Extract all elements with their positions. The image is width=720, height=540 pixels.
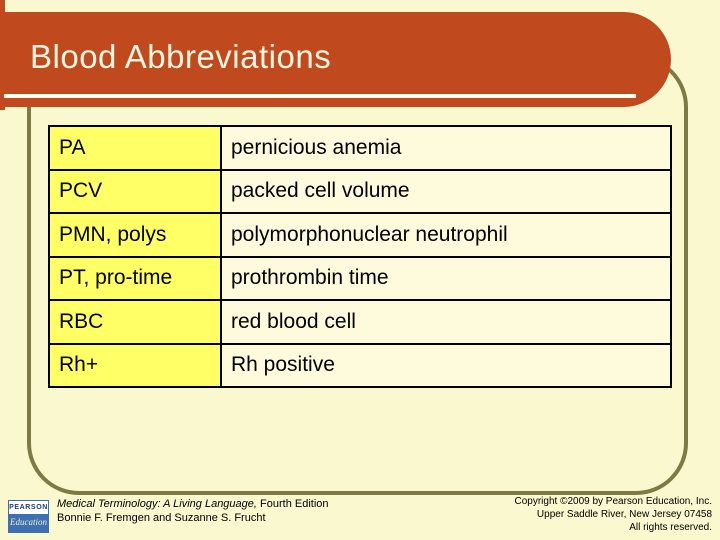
book-authors: Bonnie F. Fremgen and Suzanne S. Frucht — [57, 511, 266, 524]
abbr-cell: PT, pro-time — [50, 257, 222, 299]
meaning-cell: Rh positive — [222, 344, 670, 386]
left-edge-accent — [0, 0, 5, 110]
book-info: Medical Terminology: A Living Language, … — [57, 498, 329, 525]
abbr-cell: PCV — [50, 170, 222, 212]
copyright-line-2: Upper Saddle River, New Jersey 07458 — [536, 509, 712, 520]
meaning-cell: prothrombin time — [222, 257, 670, 299]
meaning-cell: packed cell volume — [222, 170, 670, 212]
table-row: PT, pro-time prothrombin time — [50, 255, 670, 299]
abbr-cell: PA — [50, 127, 222, 169]
table-row: PCV packed cell volume — [50, 168, 670, 212]
abbreviations-table: PA pernicious anemia PCV packed cell vol… — [48, 125, 672, 388]
copyright-line-1: Copyright ©2009 by Pearson Education, In… — [514, 496, 713, 507]
abbr-cell: Rh+ — [50, 344, 222, 386]
abbr-cell: PMN, polys — [50, 214, 222, 256]
table-row: Rh+ Rh positive — [50, 342, 670, 386]
meaning-cell: red blood cell — [222, 301, 670, 343]
table-row: RBC red blood cell — [50, 299, 670, 343]
pearson-logo-wordmark: PEARSON — [9, 501, 48, 514]
pearson-logo-education: Education — [9, 514, 48, 532]
book-edition: Fourth Edition — [256, 498, 329, 510]
title-underline — [4, 94, 636, 98]
copyright-notice: Copyright ©2009 by Pearson Education, In… — [515, 495, 713, 534]
book-title: Medical Terminology: A Living Language, — [57, 498, 257, 510]
abbr-cell: RBC — [50, 301, 222, 343]
book-title-line: Medical Terminology: A Living Language, … — [57, 498, 329, 512]
meaning-cell: polymorphonuclear neutrophil — [222, 214, 670, 256]
pearson-logo: PEARSON Education — [8, 500, 49, 533]
meaning-cell: pernicious anemia — [222, 127, 670, 169]
page-title: Blood Abbreviations — [30, 37, 332, 75]
copyright-line-3: All rights reserved. — [629, 522, 712, 533]
table-row: PMN, polys polymorphonuclear neutrophil — [50, 212, 670, 256]
title-banner: Blood Abbreviations — [0, 12, 671, 107]
table-row: PA pernicious anemia — [50, 127, 670, 169]
